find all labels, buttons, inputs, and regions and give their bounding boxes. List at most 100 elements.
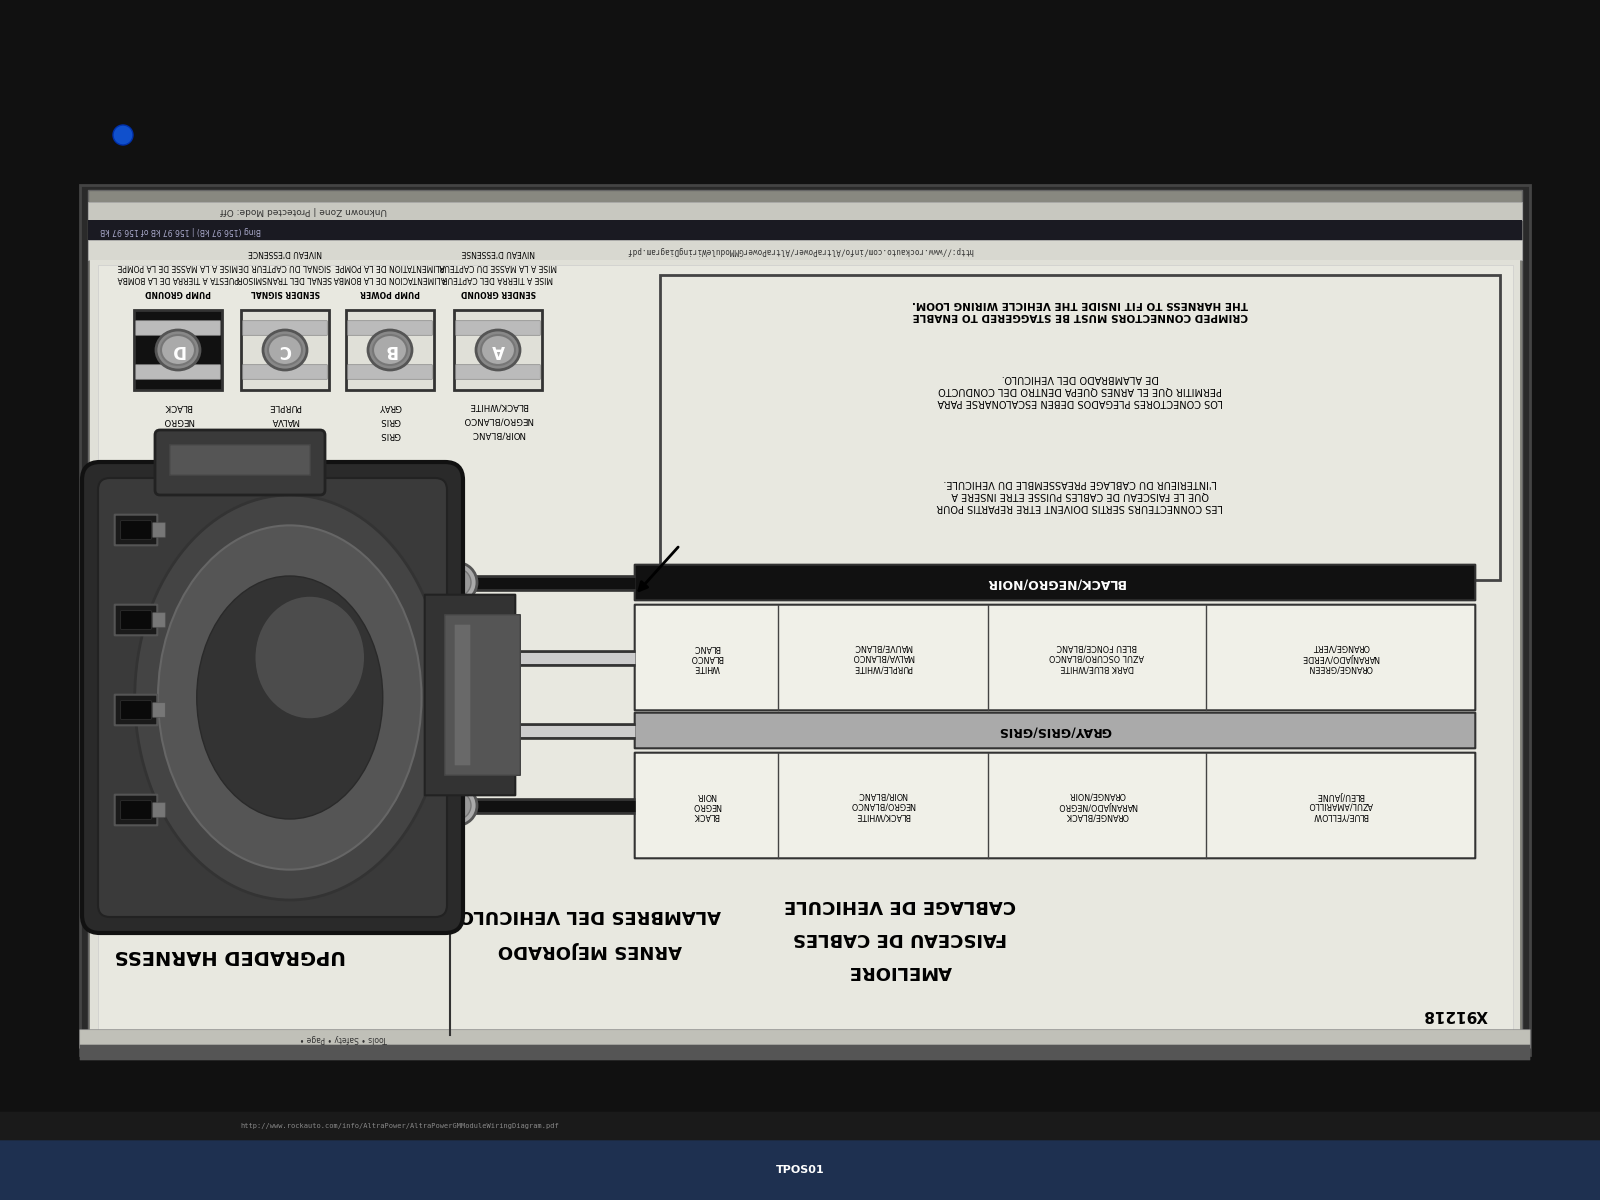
FancyBboxPatch shape (635, 713, 1475, 749)
Text: A: A (491, 341, 504, 359)
FancyBboxPatch shape (347, 365, 432, 379)
Ellipse shape (373, 335, 406, 365)
Text: SENAL DEL TRANSMISOR: SENAL DEL TRANSMISOR (238, 275, 333, 283)
FancyBboxPatch shape (456, 320, 541, 335)
Text: MALVA: MALVA (270, 415, 299, 425)
FancyBboxPatch shape (243, 365, 328, 379)
Text: C: C (278, 341, 291, 359)
FancyBboxPatch shape (635, 565, 1475, 600)
Text: WHITE
BLANCO
BLANC: WHITE BLANCO BLANC (690, 643, 723, 672)
FancyBboxPatch shape (88, 202, 1522, 220)
Text: B: B (384, 341, 397, 359)
Text: MISE A LA MASSE DE LA POMPE: MISE A LA MASSE DE LA POMPE (118, 262, 238, 270)
FancyBboxPatch shape (346, 310, 434, 390)
Text: NIVEAU D'ESSENSE: NIVEAU D'ESSENSE (461, 248, 534, 258)
Text: MAUVE: MAUVE (269, 430, 301, 438)
FancyBboxPatch shape (424, 595, 515, 796)
Text: ARNES MEJORADO: ARNES MEJORADO (498, 941, 682, 959)
Text: B: B (451, 724, 462, 738)
FancyBboxPatch shape (661, 275, 1501, 580)
FancyBboxPatch shape (170, 445, 310, 475)
FancyBboxPatch shape (80, 185, 1530, 1055)
Text: A: A (451, 798, 462, 812)
Text: AMELIORE: AMELIORE (848, 962, 952, 980)
Text: C: C (451, 650, 462, 665)
Text: D: D (451, 576, 462, 589)
FancyBboxPatch shape (98, 265, 1514, 1040)
Text: CABLAGE DE VEHICULE: CABLAGE DE VEHICULE (784, 896, 1016, 914)
Text: X91218: X91218 (1422, 1008, 1488, 1022)
Ellipse shape (262, 330, 307, 370)
Text: SENDER GROUND: SENDER GROUND (461, 288, 536, 296)
FancyBboxPatch shape (454, 310, 542, 390)
FancyBboxPatch shape (120, 701, 152, 719)
Ellipse shape (482, 335, 515, 365)
Text: FAISCEAU DE CABLES: FAISCEAU DE CABLES (794, 929, 1006, 947)
Text: Bing (156.97 kB) | 156.97 kB of 156.97 kB: Bing (156.97 kB) | 156.97 kB of 156.97 k… (99, 226, 261, 234)
FancyBboxPatch shape (98, 478, 446, 917)
FancyBboxPatch shape (80, 1045, 1530, 1061)
Text: NOIR: NOIR (166, 430, 189, 438)
Ellipse shape (368, 330, 413, 370)
Text: ORANGE/GREEN
NARANJADO/VERDE
ORANGE/VERT: ORANGE/GREEN NARANJADO/VERDE ORANGE/VERT (1302, 643, 1379, 672)
FancyBboxPatch shape (136, 365, 221, 379)
Ellipse shape (134, 494, 445, 900)
FancyBboxPatch shape (115, 605, 157, 635)
Text: BLACK/WHITE
NEGRO/BLANCO
NOIR/BLANC: BLACK/WHITE NEGRO/BLANCO NOIR/BLANC (850, 791, 915, 821)
Text: BLUE/YELLOW
AZUL/AMARILLO
BLEU/JAUNE: BLUE/YELLOW AZUL/AMARILLO BLEU/JAUNE (1309, 791, 1373, 821)
Text: SENDER SIGNAL: SENDER SIGNAL (251, 288, 320, 296)
FancyBboxPatch shape (0, 1140, 1600, 1200)
Text: MISE A TIERRA DEL CAPTEUR: MISE A TIERRA DEL CAPTEUR (443, 275, 554, 283)
Text: ALIMENTATION DE LA POMPE: ALIMENTATION DE LA POMPE (334, 262, 445, 270)
Text: LES CONNECTEURS SERTIS DOIVENT ETRE REPARTIS POUR
QUE LE FAISCEAU DE CABLES PUIS: LES CONNECTEURS SERTIS DOIVENT ETRE REPA… (936, 479, 1224, 511)
FancyBboxPatch shape (242, 310, 330, 390)
Text: ALIMENTACION DE LA BOMBA: ALIMENTACION DE LA BOMBA (334, 275, 446, 283)
FancyBboxPatch shape (134, 310, 222, 390)
FancyBboxPatch shape (136, 320, 221, 335)
Text: TPOS01: TPOS01 (776, 1165, 824, 1175)
FancyBboxPatch shape (120, 611, 152, 629)
Text: Tools • Safety • Page •: Tools • Safety • Page • (301, 1034, 387, 1044)
FancyBboxPatch shape (635, 752, 1475, 858)
Text: MISE A LA MASSE DU CAPTEUR: MISE A LA MASSE DU CAPTEUR (438, 262, 557, 270)
Circle shape (443, 569, 470, 596)
FancyBboxPatch shape (88, 190, 1522, 1048)
Circle shape (437, 563, 477, 602)
FancyBboxPatch shape (635, 605, 1475, 710)
Text: PURPLE/WHITE
MALVA/BLANCO
MAUVE/BLANC: PURPLE/WHITE MALVA/BLANCO MAUVE/BLANC (851, 643, 914, 672)
Ellipse shape (256, 596, 365, 719)
FancyBboxPatch shape (82, 462, 462, 934)
Text: ORANGE/BLACK
NARANJADO/NEGRO
ORANGE/NOIR: ORANGE/BLACK NARANJADO/NEGRO ORANGE/NOIR (1058, 791, 1138, 821)
FancyBboxPatch shape (88, 220, 1522, 240)
Text: http://www.rockauto.com/info/AltraPower/AltraPowerGMModuleWiringDiagram.pdf: http://www.rockauto.com/info/AltraPower/… (240, 1123, 560, 1129)
Ellipse shape (269, 335, 302, 365)
Text: CRIMPED CONNECTORS MUST BE STAGGERED TO ENABLE
THE HARNESS TO FIT INSIDE THE VEH: CRIMPED CONNECTORS MUST BE STAGGERED TO … (912, 299, 1248, 320)
FancyBboxPatch shape (445, 614, 520, 775)
Circle shape (114, 125, 133, 145)
FancyBboxPatch shape (115, 515, 157, 545)
Text: NIVEAU D'ESSENCE: NIVEAU D'ESSENCE (248, 248, 322, 258)
FancyBboxPatch shape (90, 260, 1520, 1045)
FancyBboxPatch shape (152, 703, 165, 718)
Text: BLACK
NEGRO
NOIR: BLACK NEGRO NOIR (691, 791, 722, 821)
Text: GRIS: GRIS (379, 430, 400, 438)
Text: UPGRADED HARNESS: UPGRADED HARNESS (114, 946, 346, 965)
Text: PUESTA A TIERRA DE LA BOMBA: PUESTA A TIERRA DE LA BOMBA (117, 275, 238, 283)
Text: Unknown Zone | Protected Mode: Off: Unknown Zone | Protected Mode: Off (221, 206, 387, 216)
Text: BLACK/WHITE: BLACK/WHITE (469, 402, 528, 410)
Text: BLACK/NEGRO/NOIR: BLACK/NEGRO/NOIR (986, 576, 1125, 589)
Text: NEGRO: NEGRO (162, 415, 194, 425)
Text: PUMP GROUND: PUMP GROUND (146, 288, 211, 296)
Ellipse shape (157, 330, 200, 370)
Circle shape (443, 792, 470, 820)
FancyBboxPatch shape (115, 695, 157, 725)
Circle shape (437, 710, 477, 750)
Text: NOIR/BLANC: NOIR/BLANC (470, 430, 525, 438)
FancyBboxPatch shape (152, 613, 165, 628)
FancyBboxPatch shape (155, 430, 325, 494)
FancyBboxPatch shape (347, 320, 432, 335)
Text: GRAY: GRAY (379, 402, 402, 410)
FancyBboxPatch shape (120, 521, 152, 539)
FancyBboxPatch shape (88, 240, 1522, 260)
Ellipse shape (477, 330, 520, 370)
